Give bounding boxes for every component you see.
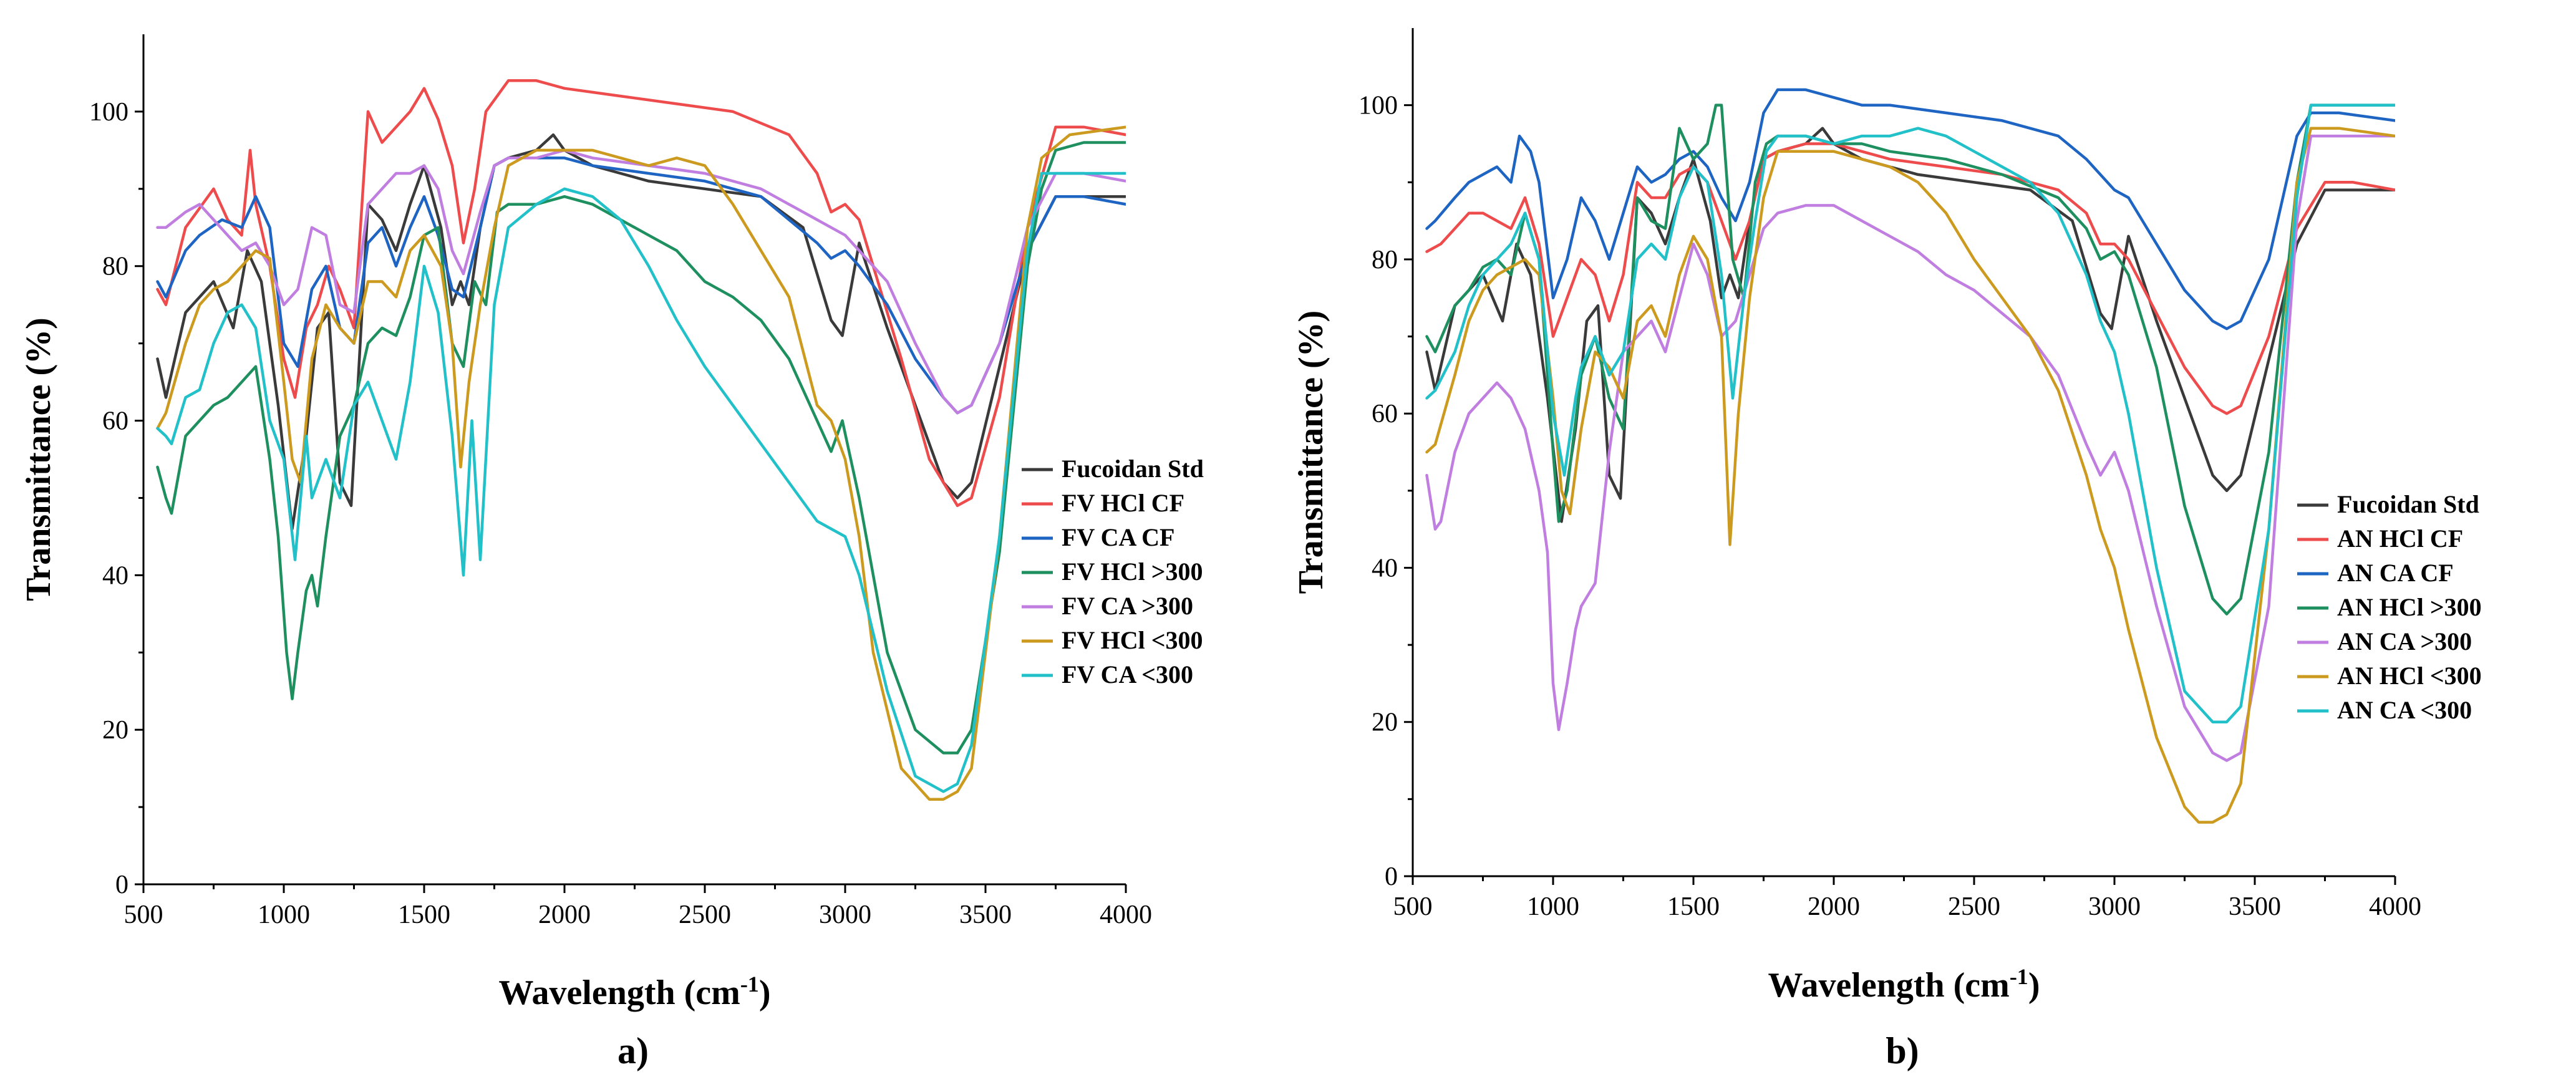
y-tick-label: 20 xyxy=(1372,708,1398,737)
panel-label: b) xyxy=(1886,1030,1919,1071)
y-tick-label: 40 xyxy=(1372,554,1398,582)
y-tick-label: 60 xyxy=(1372,400,1398,428)
x-tick-label: 500 xyxy=(124,901,163,929)
y-tick-label: 100 xyxy=(1358,92,1398,120)
y-tick-label: 80 xyxy=(102,253,128,281)
legend-label: AN HCl <300 xyxy=(2337,662,2482,690)
series-group xyxy=(1425,88,2395,824)
series-line-fv-ca-cf xyxy=(156,157,1126,415)
x-axis-title: Wavelength (cm-1) xyxy=(1768,964,2040,1005)
panel-label: a) xyxy=(617,1030,649,1071)
chart-panel-b: 500 1000 1500 2000 2500 3000 3500 4000 0 20 40 60 80… xyxy=(1292,28,2482,1071)
x-tick-label: 2000 xyxy=(1808,892,1860,921)
x-axis-title: Wavelength (cm-1) xyxy=(499,972,771,1012)
legend-label: FV CA >300 xyxy=(1062,592,1193,620)
legend-label: AN CA CF xyxy=(2337,559,2454,587)
legend-label: FV CA <300 xyxy=(1062,660,1193,688)
series-line-an-hcl-300 xyxy=(1425,104,2395,616)
series-line-fv-ca-300 xyxy=(156,171,1126,793)
y-tick-label: 20 xyxy=(102,716,128,745)
series-line-fucoidan-std xyxy=(1425,127,2395,523)
x-tick-label: 3000 xyxy=(2088,892,2141,921)
x-tick-label: 2500 xyxy=(1948,892,2000,921)
series-line-fv-ca-300 xyxy=(156,148,1126,415)
y-tick-label: 0 xyxy=(1385,862,1398,891)
series-group xyxy=(156,79,1126,801)
legend-label: AN CA <300 xyxy=(2337,696,2472,724)
legend-label: FV HCl <300 xyxy=(1062,626,1203,654)
y-axis-title: Transmittance (%) xyxy=(19,317,58,601)
y-tick-label: 60 xyxy=(102,407,128,436)
x-tick-label: 1000 xyxy=(258,901,310,929)
chart-panel-a: 500 1000 1500 2000 2500 3000 3500 4000 0 20 40 60 80… xyxy=(19,34,1204,1071)
legend-label: FV HCl CF xyxy=(1062,489,1184,517)
x-tick-label: 4000 xyxy=(2369,892,2421,921)
series-line-an-hcl-cf xyxy=(1425,142,2395,415)
x-tick-label: 1000 xyxy=(1527,892,1579,921)
series-line-an-ca-300 xyxy=(1425,104,2395,723)
y-tick-label: 40 xyxy=(102,561,128,590)
x-tick-label: 1500 xyxy=(398,901,450,929)
legend-label: FV CA CF xyxy=(1062,523,1174,551)
y-tick-label: 0 xyxy=(115,871,128,899)
legend-label: AN HCl >300 xyxy=(2337,593,2482,621)
legend-label: AN CA >300 xyxy=(2337,627,2472,655)
y-axis-title: Transmittance (%) xyxy=(1292,311,1330,594)
x-tick-label: 3500 xyxy=(959,901,1012,929)
x-tick-label: 4000 xyxy=(1100,901,1152,929)
x-tick-label: 2000 xyxy=(538,901,591,929)
series-line-fv-hcl-300 xyxy=(156,141,1126,755)
series-line-fv-hcl-300 xyxy=(156,125,1126,801)
legend: Fucoidan Std FV HCl CF FV CA CF FV HCl >300… xyxy=(1022,455,1204,688)
x-tick-label: 500 xyxy=(1393,892,1433,921)
legend-label: Fucoidan Std xyxy=(2337,490,2479,518)
y-tick-label: 100 xyxy=(89,98,128,127)
x-tick-label: 1500 xyxy=(1667,892,1720,921)
x-tick-label: 3000 xyxy=(819,901,871,929)
y-tick-label: 80 xyxy=(1372,246,1398,274)
series-line-fv-hcl-cf xyxy=(156,79,1126,508)
legend-label: Fucoidan Std xyxy=(1062,455,1204,483)
x-tick-label: 3500 xyxy=(2229,892,2281,921)
legend-label: AN HCl CF xyxy=(2337,524,2463,553)
legend: Fucoidan Std AN HCl CF AN CA CF AN HCl >300… xyxy=(2297,490,2482,724)
series-line-an-ca-cf xyxy=(1425,88,2395,331)
x-tick-label: 2500 xyxy=(679,901,731,929)
legend-label: FV HCl >300 xyxy=(1062,558,1203,586)
